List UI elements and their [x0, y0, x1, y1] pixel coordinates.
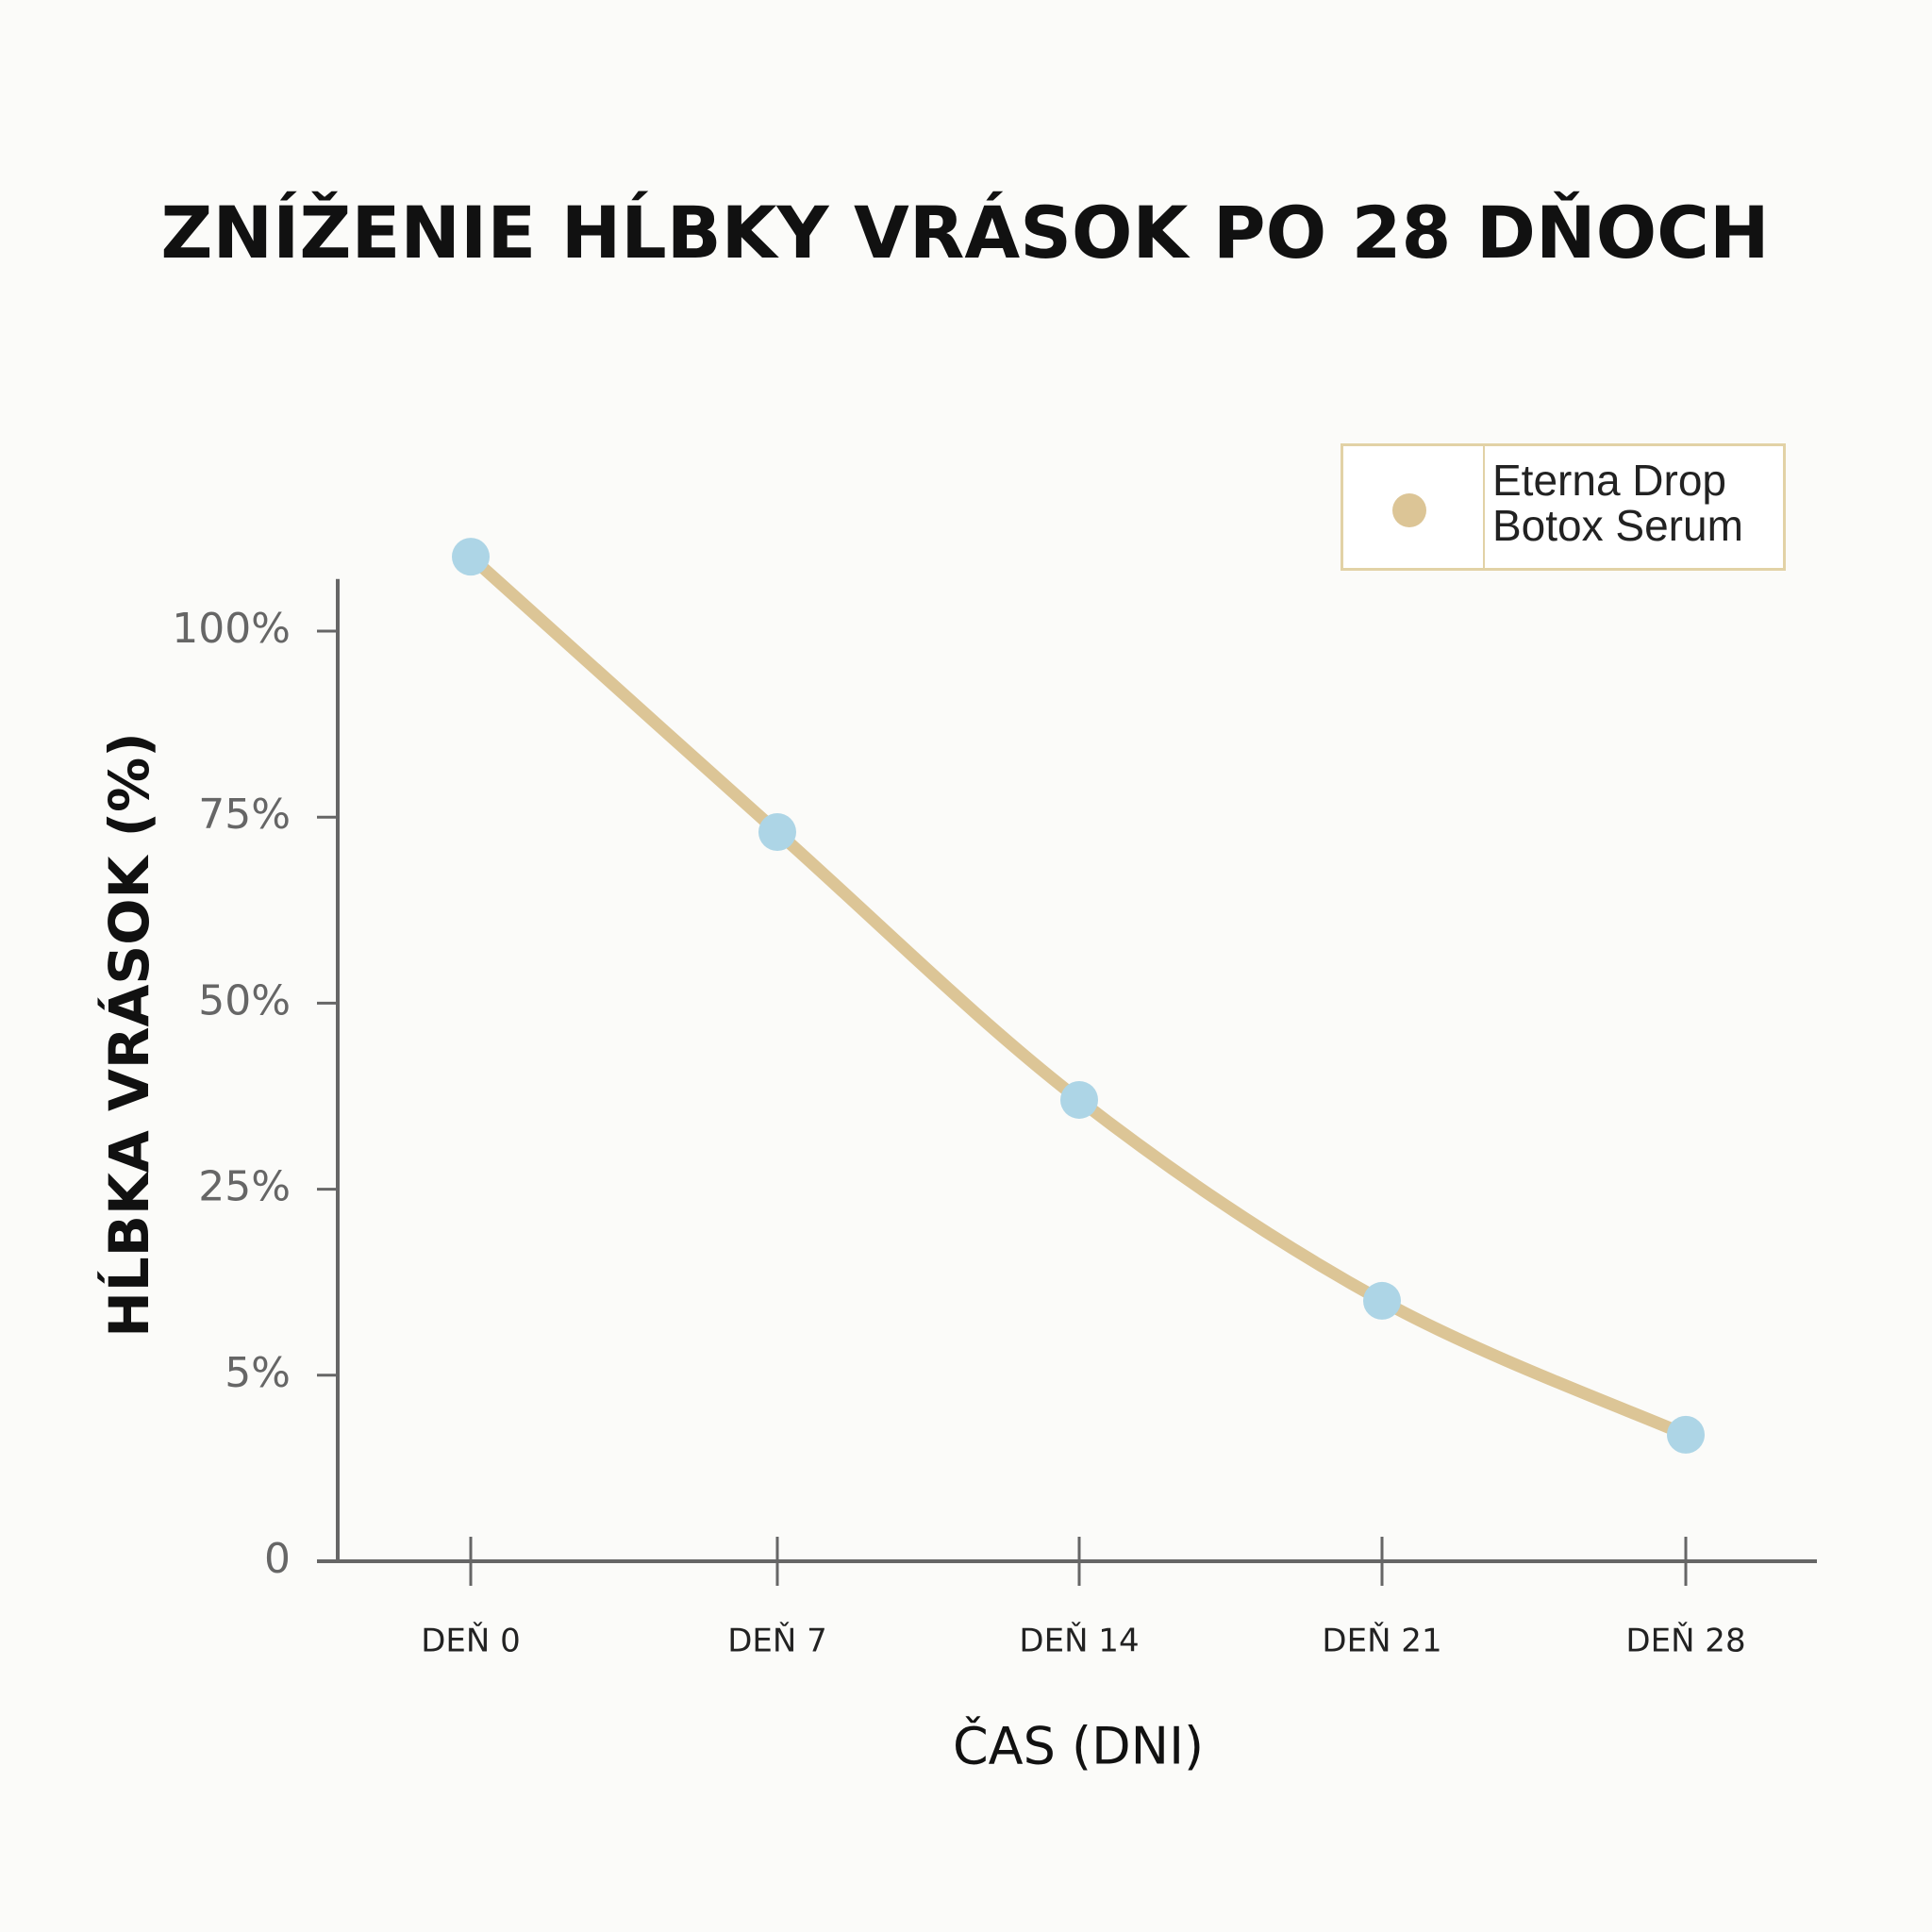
legend-label: Eterna Drop Botox Serum	[1492, 456, 1743, 550]
x-tick-label: DEŇ 28	[1625, 1622, 1745, 1660]
y-tick-label: 25%	[198, 1163, 291, 1211]
y-axis-label: HĹBKA VRÁSOK (%)	[96, 732, 161, 1338]
data-point	[758, 812, 796, 851]
x-tick-label: DEŇ 7	[727, 1622, 827, 1660]
series-line	[464, 550, 1692, 1441]
data-point	[452, 538, 490, 576]
legend: Eterna Drop Botox Serum	[1341, 443, 1786, 571]
y-tick-label: 100%	[172, 605, 291, 653]
x-tick-label: DEŇ 21	[1322, 1622, 1441, 1660]
x-axis-label: ČAS (DNI)	[953, 1717, 1204, 1776]
legend-divider	[1483, 446, 1485, 568]
data-point	[1060, 1080, 1098, 1119]
x-tick-label: DEŇ 14	[1019, 1622, 1139, 1660]
y-tick-label: 75%	[198, 791, 291, 839]
x-tick-label: DEŇ 0	[421, 1622, 521, 1660]
y-tick-label: 50%	[198, 976, 291, 1024]
y-tick-label: 0	[264, 1535, 291, 1583]
chart-title: ZNÍŽENIE HĹBKY VRÁSOK PO 28 DŇOCH	[160, 191, 1769, 275]
data-point	[1363, 1281, 1401, 1320]
legend-marker	[1392, 493, 1426, 527]
y-tick-label: 5%	[225, 1349, 291, 1397]
data-point	[1667, 1415, 1705, 1454]
